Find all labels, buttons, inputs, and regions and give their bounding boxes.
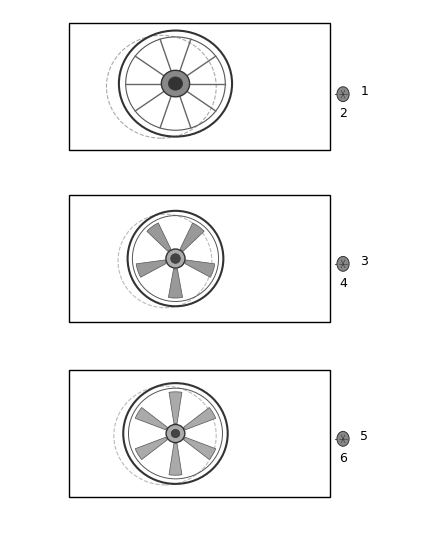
Polygon shape	[168, 269, 183, 298]
Circle shape	[337, 256, 349, 271]
Text: 2: 2	[339, 108, 347, 120]
Ellipse shape	[166, 424, 185, 442]
FancyBboxPatch shape	[69, 370, 330, 497]
Polygon shape	[136, 260, 166, 277]
FancyBboxPatch shape	[69, 195, 330, 322]
Text: 4: 4	[339, 277, 347, 290]
Polygon shape	[180, 223, 204, 251]
Text: 5: 5	[360, 430, 368, 443]
Text: 3: 3	[360, 255, 368, 268]
Ellipse shape	[161, 70, 190, 97]
Ellipse shape	[168, 77, 183, 90]
Text: 1: 1	[360, 85, 368, 98]
Polygon shape	[169, 443, 182, 475]
Circle shape	[337, 431, 349, 446]
Ellipse shape	[171, 254, 180, 263]
Ellipse shape	[166, 249, 185, 268]
Polygon shape	[184, 437, 216, 459]
FancyBboxPatch shape	[69, 22, 330, 150]
Polygon shape	[184, 408, 216, 430]
Polygon shape	[135, 408, 167, 430]
Text: 6: 6	[339, 452, 347, 465]
Polygon shape	[135, 437, 167, 459]
Circle shape	[337, 87, 349, 102]
Polygon shape	[185, 260, 215, 277]
Polygon shape	[147, 223, 171, 251]
Ellipse shape	[171, 430, 180, 438]
Polygon shape	[169, 392, 182, 424]
